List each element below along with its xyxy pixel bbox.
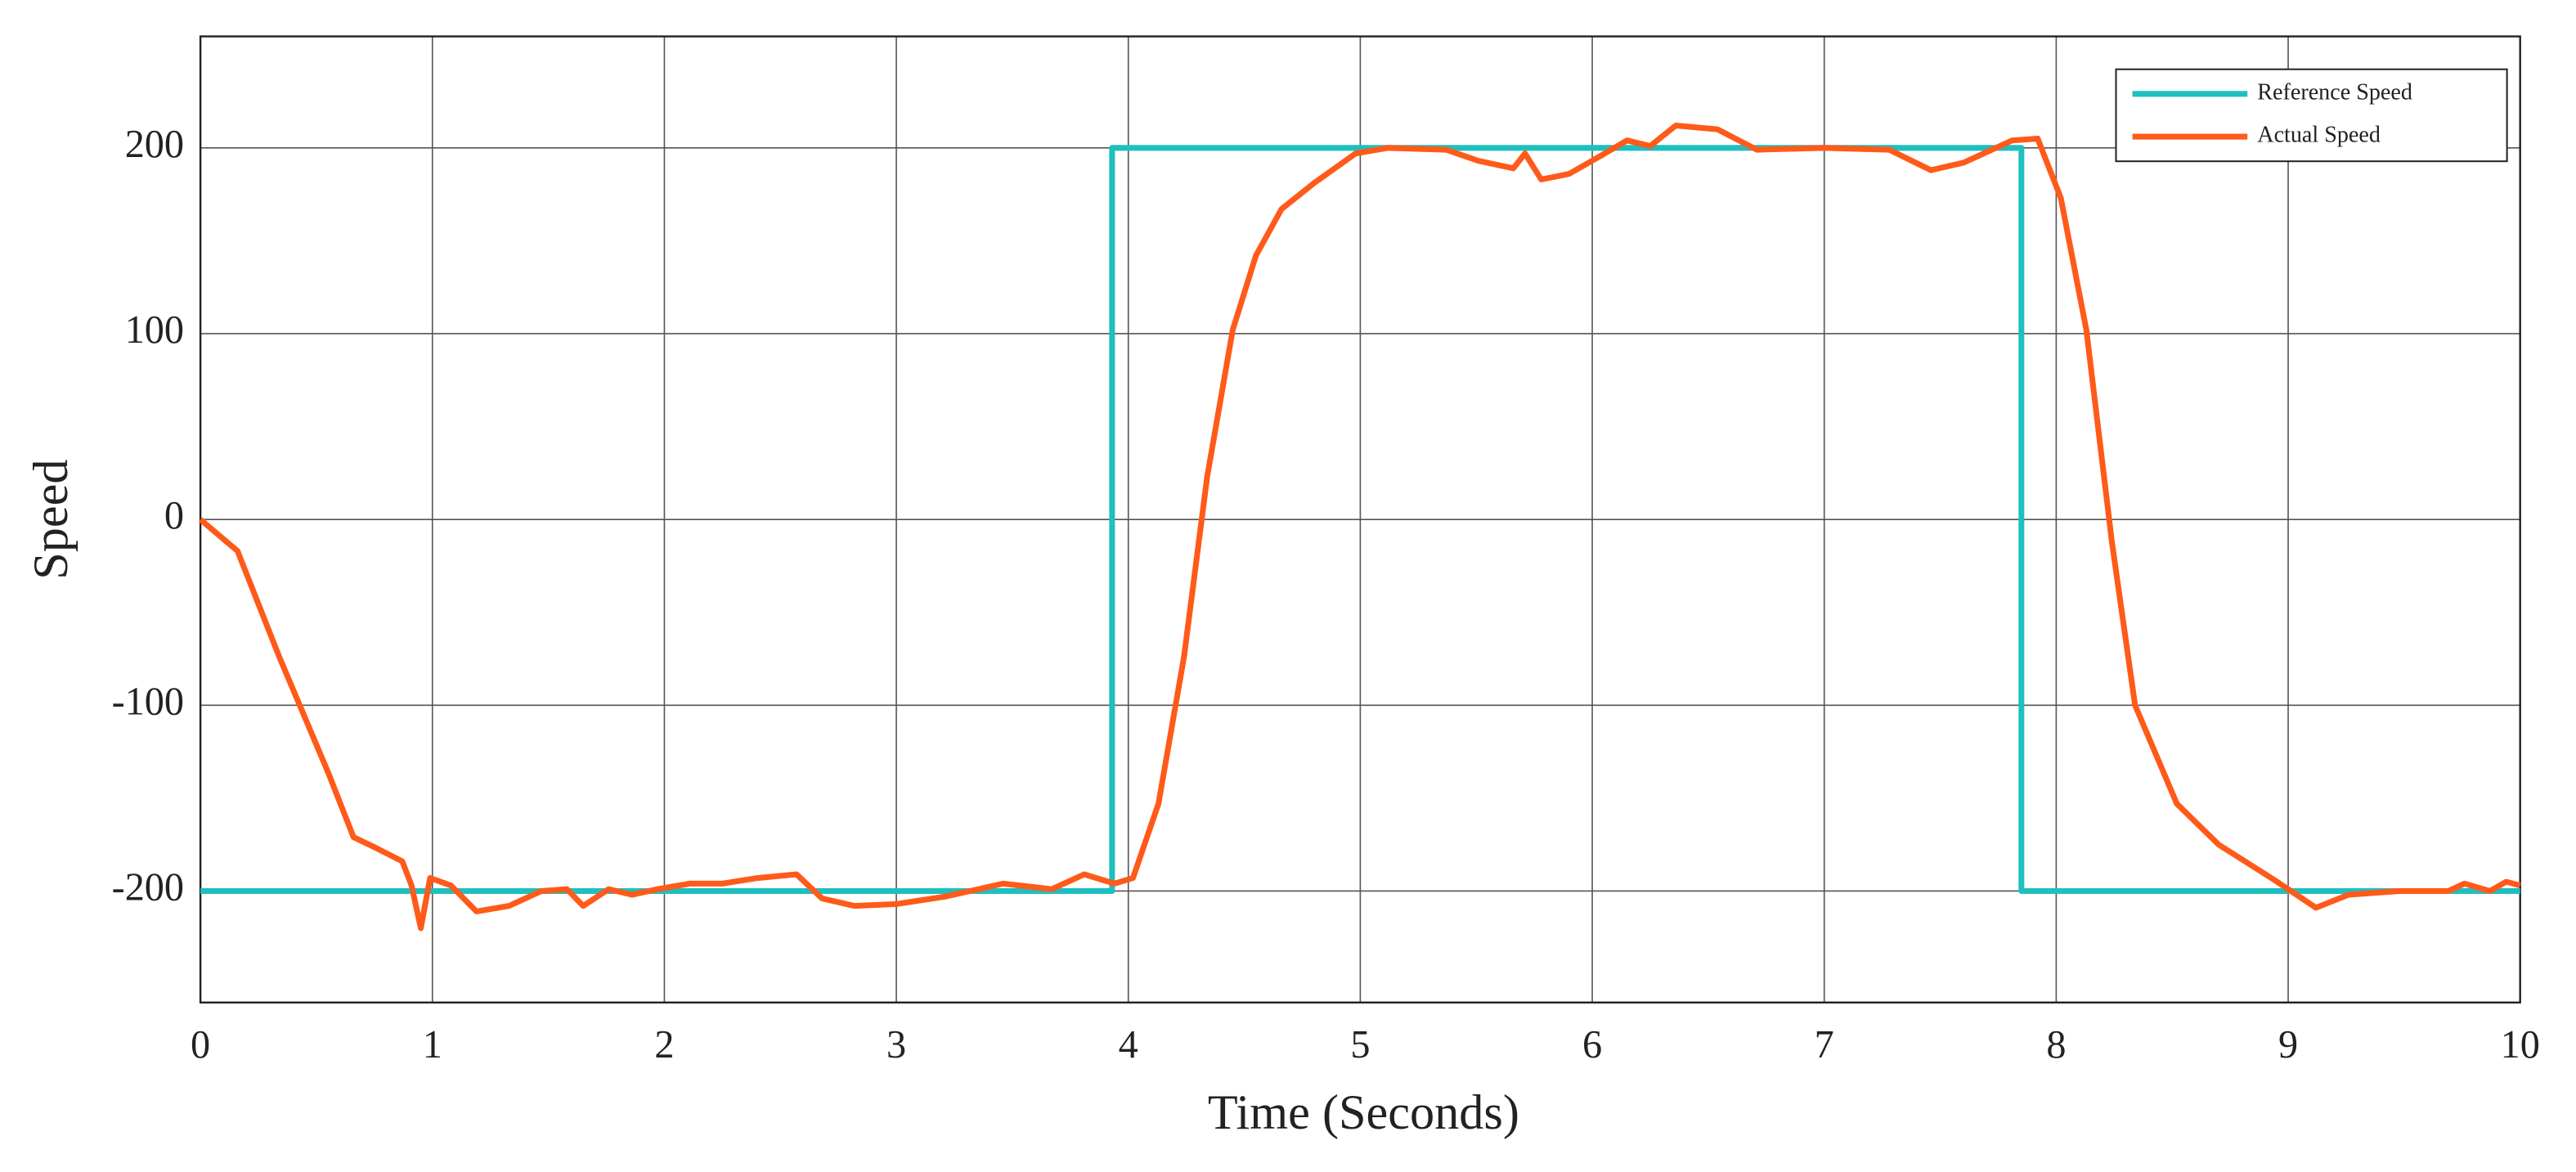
x-tick-label: 6: [1582, 1023, 1602, 1066]
x-tick-label: 7: [1815, 1023, 1834, 1066]
x-tick-label: 2: [654, 1023, 674, 1066]
y-axis-label: Speed: [24, 460, 79, 580]
y-tick-label: 0: [164, 494, 184, 537]
y-tick-label: -100: [112, 680, 184, 723]
y-tick-label: -200: [112, 866, 184, 909]
legend-box: [2115, 68, 2508, 163]
x-tick-label: 9: [2278, 1023, 2298, 1066]
y-tick-label: 100: [125, 308, 184, 352]
x-tick-label: 8: [2046, 1023, 2066, 1066]
x-tick-label: 5: [1350, 1023, 1370, 1066]
legend-label: Actual Speed: [2257, 123, 2381, 148]
x-tick-label: 4: [1119, 1023, 1138, 1066]
x-tick-label: 1: [423, 1023, 442, 1066]
x-tick-label: 0: [191, 1023, 210, 1066]
x-tick-label: 10: [2501, 1023, 2540, 1066]
x-tick-label: 3: [886, 1023, 906, 1066]
legend-label: Reference Speed: [2257, 79, 2412, 105]
y-tick-label: 200: [125, 123, 184, 166]
series-line: [198, 123, 2521, 932]
x-axis-label: Time (Seconds): [1208, 1085, 1519, 1140]
